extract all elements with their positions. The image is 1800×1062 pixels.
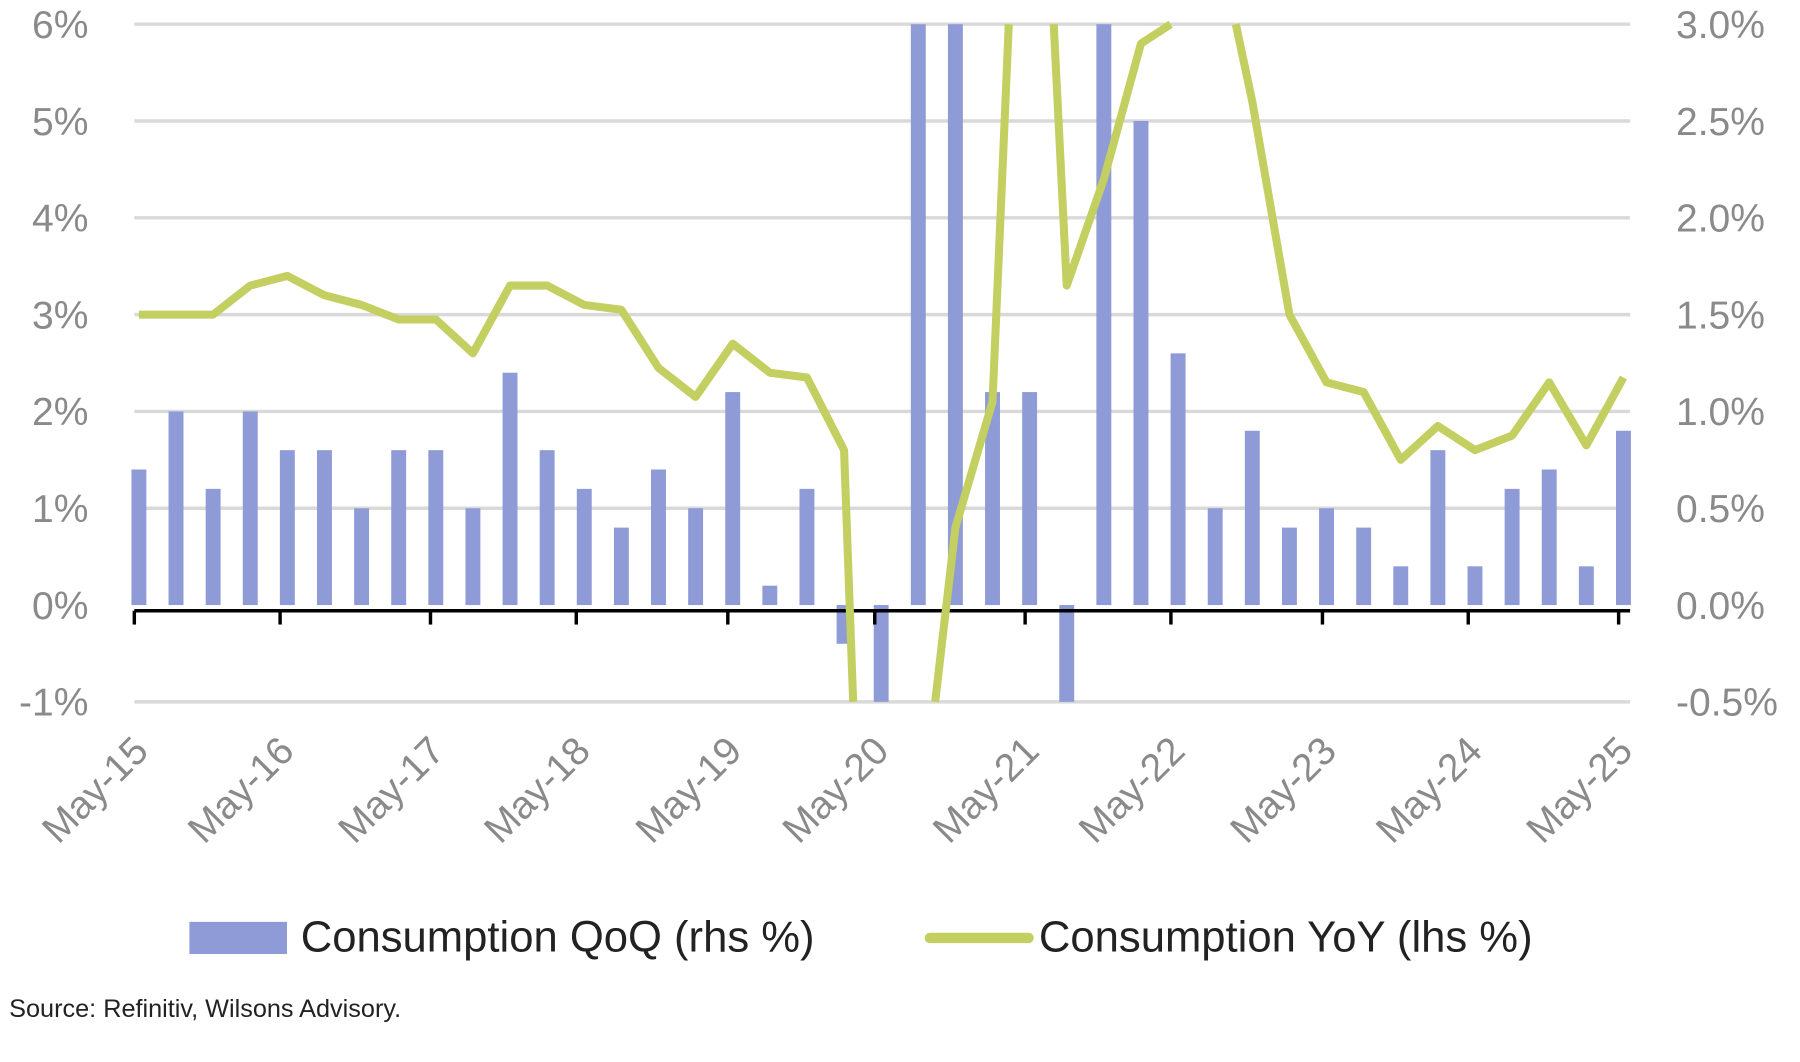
bar xyxy=(428,450,444,606)
bar xyxy=(1356,527,1372,606)
bar xyxy=(873,605,889,702)
bar xyxy=(391,450,407,606)
bar xyxy=(1504,488,1520,606)
bar xyxy=(910,24,926,606)
bar xyxy=(1207,508,1223,606)
bar xyxy=(725,392,741,606)
bar xyxy=(242,411,258,606)
bar xyxy=(1170,353,1186,606)
right-tick-label: 2.5% xyxy=(1676,101,1765,144)
right-tick-label: 0.5% xyxy=(1676,488,1765,531)
left-tick-label: 2% xyxy=(32,391,88,434)
x-tick-label: May-19 xyxy=(628,729,750,851)
x-tick-label: May-21 xyxy=(925,729,1047,851)
left-tick-label: 1% xyxy=(32,488,88,531)
bar xyxy=(279,450,295,606)
x-tick-label: May-16 xyxy=(180,729,302,851)
right-tick-label: 1.5% xyxy=(1676,294,1765,337)
x-tick-label: May-18 xyxy=(476,729,598,851)
bar xyxy=(688,508,704,606)
bar xyxy=(205,488,221,606)
bar xyxy=(613,527,629,606)
bar xyxy=(947,24,963,606)
bar xyxy=(168,411,184,606)
bar xyxy=(502,372,518,606)
bar xyxy=(1022,392,1038,606)
bar xyxy=(1133,121,1149,606)
bar xyxy=(762,585,778,606)
legend-label-yoy: Consumption YoY (lhs %) xyxy=(1039,914,1533,962)
bar xyxy=(1578,566,1594,606)
bar xyxy=(1541,469,1557,606)
legend-swatch-bar xyxy=(189,921,287,955)
x-axis: May-15 May-16 May-17 May-18 May-19 May-20 May-… xyxy=(34,610,1641,851)
left-tick-label: 5% xyxy=(32,101,88,144)
line-segment xyxy=(1231,23,1627,464)
line-segment xyxy=(931,24,1013,703)
bar xyxy=(539,450,555,606)
bar xyxy=(576,488,592,606)
right-tick-label: 0.0% xyxy=(1676,585,1765,628)
bar xyxy=(465,508,481,606)
right-tick-label: 3.0% xyxy=(1676,4,1765,47)
right-tick-label: -0.5% xyxy=(1676,682,1778,725)
line-segment xyxy=(1049,20,1173,290)
line-series xyxy=(138,20,1627,703)
bar xyxy=(1467,566,1483,606)
right-tick-label: 1.0% xyxy=(1676,391,1765,434)
x-tick-label: May-23 xyxy=(1222,729,1344,851)
left-tick-label: 4% xyxy=(32,198,88,241)
bar-series xyxy=(131,24,1631,702)
left-tick-label: 3% xyxy=(32,294,88,337)
x-tick-label: May-15 xyxy=(34,729,156,851)
right-axis: -0.5% 0.0% 0.5% 1.0% 1.5% 2.0% 2.5% 3.0% xyxy=(1676,4,1778,725)
bar xyxy=(799,488,815,606)
bar xyxy=(1615,430,1631,606)
x-tick-label: May-25 xyxy=(1519,729,1641,851)
bar xyxy=(651,469,666,606)
bar xyxy=(1430,450,1446,606)
bar xyxy=(1244,430,1260,606)
left-axis: -1% 0% 1% 2% 3% 4% 5% 6% xyxy=(19,4,88,725)
bar xyxy=(1096,24,1112,606)
x-tick-label: May-20 xyxy=(775,729,897,851)
bar xyxy=(131,469,147,606)
bar xyxy=(1059,605,1075,702)
line-segment xyxy=(138,271,858,702)
legend: Consumption QoQ (rhs %) Consumption YoY … xyxy=(189,914,1533,962)
bar xyxy=(354,508,370,606)
bar xyxy=(1393,566,1409,606)
left-tick-label: 6% xyxy=(32,4,88,47)
x-tick-label: May-24 xyxy=(1368,729,1490,851)
bar xyxy=(1281,527,1297,606)
left-tick-label: -1% xyxy=(19,682,88,725)
bar xyxy=(985,392,1000,606)
x-tick-label: May-17 xyxy=(331,729,453,851)
right-tick-label: 2.0% xyxy=(1676,198,1765,241)
bar xyxy=(1319,508,1334,606)
bar xyxy=(317,450,332,606)
left-tick-label: 0% xyxy=(32,585,88,628)
legend-label-qoq: Consumption QoQ (rhs %) xyxy=(301,914,815,962)
x-tick-label: May-22 xyxy=(1071,729,1193,851)
source-note: Source: Refinitiv, Wilsons Advisory. xyxy=(9,995,401,1023)
